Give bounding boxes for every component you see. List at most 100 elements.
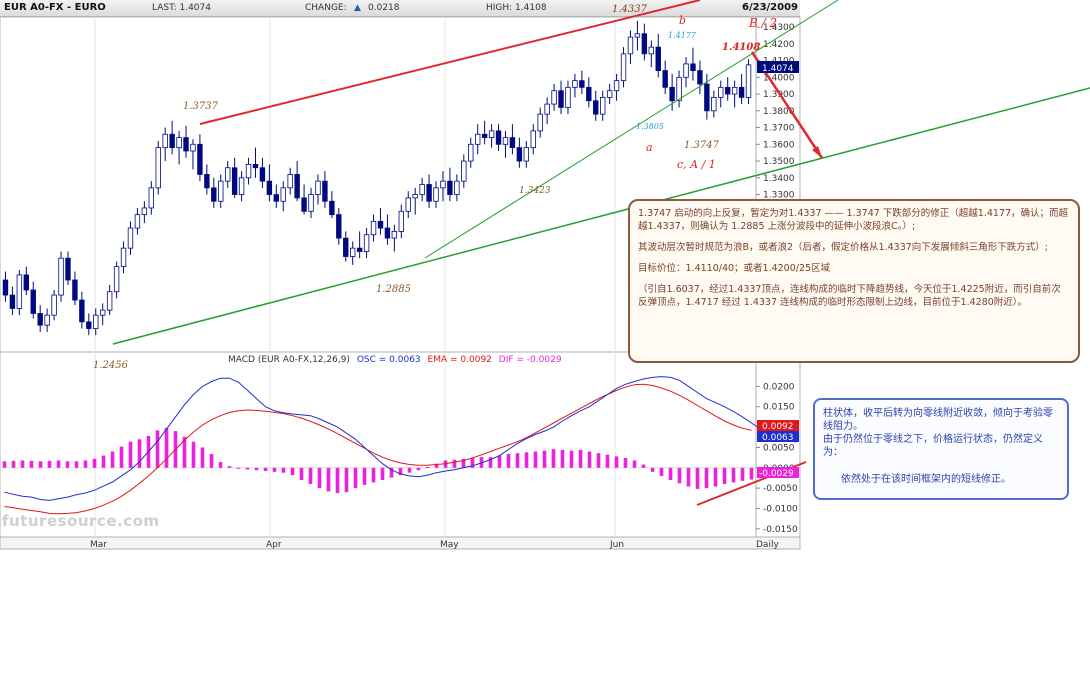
candle-body (238, 177, 245, 195)
candle-body (440, 180, 446, 189)
macd-histogram-bar (281, 467, 286, 473)
macd-ema-tag (757, 420, 799, 431)
candle-body (593, 100, 599, 115)
candle-body (447, 180, 453, 195)
analysis-p3: 目标价位：1.4110/40；或者1.4200/25区域 (638, 263, 831, 274)
macd-histogram-bar (551, 449, 556, 468)
month-apr: Apr (266, 540, 282, 550)
candle-body (79, 299, 85, 323)
macd-histogram-bar (56, 460, 61, 468)
candle-body (349, 247, 356, 257)
candle-body (620, 53, 627, 82)
price-tick-label: 1.4200 (763, 40, 795, 50)
macd-histogram-bar (353, 467, 358, 489)
candle-body (718, 86, 724, 98)
macd-histogram-bar (119, 446, 124, 468)
candle-body (690, 63, 696, 72)
candle-body (322, 180, 328, 202)
candle-body (461, 160, 467, 182)
macd-histogram-bar (110, 451, 115, 468)
macd-histogram-bar (371, 467, 376, 483)
candle-body (134, 214, 141, 229)
macd-osc-tag (757, 431, 799, 442)
candle-body (308, 194, 314, 212)
macd-histogram-bar (623, 458, 628, 468)
last-price: LAST: 1.4074 (152, 3, 211, 13)
candle-body (301, 197, 307, 212)
price-tick-label: 1.3400 (763, 174, 795, 184)
wave-a-label: a (646, 141, 653, 154)
macd-histogram-bar (263, 467, 268, 472)
macd-title: MACD (EUR A0-FX,12,26,9) (228, 355, 350, 365)
candle-body (683, 63, 689, 78)
macd-histogram-bar (2, 461, 7, 468)
candle-body (488, 130, 495, 138)
macd-ema-line (4, 383, 752, 515)
macd-histogram-bar (308, 467, 313, 485)
macd-comment-l2: 由于仍然位于零线之下，价格运行状态，仍然定义为： (823, 434, 1043, 458)
macd-histogram-bar (659, 467, 664, 476)
macd-histogram-bar (380, 467, 385, 480)
macd-commentary-box: 柱状体，收平后转为向零线附近收敛，倾向于考验零线阻力。 由于仍然位于零线之下，价… (813, 398, 1069, 500)
candle-body (599, 97, 606, 115)
macd-ema: EMA = 0.0092 (428, 355, 492, 365)
analysis-box: 1.3747 启动的向上反复，暂定为对1.4337 —— 1.3747 下跌部分… (628, 199, 1080, 363)
macd-histogram-bar (461, 458, 466, 468)
candle-body (356, 247, 363, 252)
candle-body (565, 86, 571, 108)
macd-histogram-bar (704, 467, 709, 489)
macd-histogram-bar (74, 461, 79, 468)
candle-body (273, 194, 280, 202)
candle-body (495, 130, 502, 145)
price-tick-label: 1.3800 (763, 107, 795, 117)
candle-body (252, 163, 259, 169)
macd-tick-label: -0.0150 (763, 525, 798, 535)
candle-body (579, 80, 585, 88)
candle-body (155, 147, 161, 189)
macd-histogram-bar (83, 460, 88, 468)
macd-histogram-bar (695, 467, 700, 489)
watermark-logo: futuresource.com (2, 512, 160, 530)
candle-body (287, 174, 293, 189)
macd-histogram-bar (20, 460, 25, 468)
macd-tick-label: 0.0150 (763, 403, 795, 413)
price-tick-label: 1.3900 (763, 90, 795, 100)
macd-histogram-bar (569, 450, 574, 468)
macd-histogram-bar (605, 454, 610, 468)
macd-histogram-bar (614, 456, 619, 468)
candle-body (315, 180, 321, 195)
candle-body (280, 187, 286, 202)
macd-histogram-bar (11, 460, 16, 468)
macd-histogram-bar (218, 462, 223, 468)
upper-trendline-red (199, 0, 701, 125)
macd-histogram-bar (227, 466, 232, 468)
candle-body (259, 167, 266, 182)
macd-osc-tag-text: 0.0063 (762, 433, 794, 443)
candle-body (641, 33, 648, 55)
candle-body (148, 187, 155, 209)
candle-body (176, 137, 182, 149)
macd-histogram-bar (155, 430, 160, 468)
price-tick-label: 1.3500 (763, 157, 795, 167)
candle-body (711, 97, 717, 112)
candle-body (370, 220, 377, 236)
candles-group (2, 20, 752, 336)
high-price: HIGH: 1.4108 (486, 3, 547, 13)
label-1-3737: 1.3737 (183, 101, 219, 112)
candle-body (9, 294, 16, 309)
arrow-head-icon (812, 146, 822, 158)
candle-body (634, 33, 641, 38)
symbol-title: EUR A0-FX - EURO (4, 2, 106, 13)
macd-dif-tag (757, 467, 799, 478)
wave-ca1-label: c, A / 1 (677, 158, 716, 171)
macd-histogram-bar (506, 453, 511, 468)
candle-body (509, 137, 516, 149)
period-daily: Daily (756, 540, 779, 550)
candle-body (363, 234, 370, 252)
macd-axis-panel (755, 351, 801, 538)
candle-body (141, 207, 148, 216)
macd-histogram-bar (641, 464, 646, 468)
macd-tick-label: -0.0100 (763, 505, 798, 515)
candle-body (426, 184, 432, 202)
